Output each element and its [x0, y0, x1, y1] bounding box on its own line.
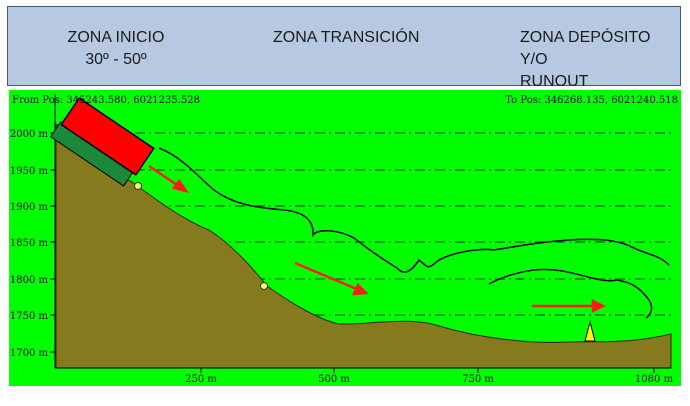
zones-header: ZONA INICIO 30º - 50º ZONA TRANSICIÓN ZO…: [7, 6, 681, 90]
y-tick-1950: 1950 m: [10, 166, 49, 177]
x-tick-500: 500 m: [318, 374, 350, 385]
profile-marker-point: [260, 282, 268, 290]
flow-arrow-runout-head: [591, 298, 606, 314]
zone-deposit-title: ZONA DEPÓSITO Y/O: [520, 29, 651, 68]
flow-arrows: [148, 164, 606, 314]
zone-deposit-label: ZONA DEPÓSITO Y/O RUNOUT: [520, 27, 680, 93]
y-tick-1900: 1900 m: [10, 202, 49, 213]
zone-start-title: ZONA INICIO: [67, 29, 165, 46]
y-tick-1700: 1700 m: [10, 348, 49, 359]
from-position: From Pos: 345243.580, 6021235.528: [12, 95, 200, 106]
zone-start-label: ZONA INICIO 30º - 50º: [56, 27, 176, 71]
profile-marker-point: [134, 182, 142, 190]
x-tick-250: 250 m: [185, 374, 217, 385]
to-position: To Pos: 346268.135, 6021240.518: [505, 95, 678, 106]
y-tick-2000: 2000 m: [10, 129, 49, 140]
structure-marker-icon: [584, 320, 596, 342]
flow-arrow-transition-head: [352, 282, 369, 296]
terrain-profile: [55, 123, 672, 369]
flow-arrow-start: [148, 164, 181, 189]
zone-deposit-runout: RUNOUT: [520, 73, 589, 90]
release-block: [49, 96, 155, 187]
y-tick-1750: 1750 m: [10, 311, 49, 322]
zone-transition-label: ZONA TRANSICIÓN: [273, 29, 420, 46]
flow-arrow-start-head: [171, 178, 189, 194]
elevation-profile: 2000 m 1950 m 1900 m 1850 m 1800 m 1750 …: [9, 90, 681, 386]
release-slab-red: [60, 96, 155, 176]
x-tick-1080: 1080 m: [635, 374, 674, 385]
zone-start-slope: 30º - 50º: [85, 51, 147, 68]
y-tick-1800: 1800 m: [10, 275, 49, 286]
flow-arrow-transition: [294, 261, 360, 292]
y-tick-1850: 1850 m: [10, 238, 49, 249]
powder-cloud-outline: [158, 147, 670, 319]
x-tick-750: 750 m: [462, 374, 494, 385]
